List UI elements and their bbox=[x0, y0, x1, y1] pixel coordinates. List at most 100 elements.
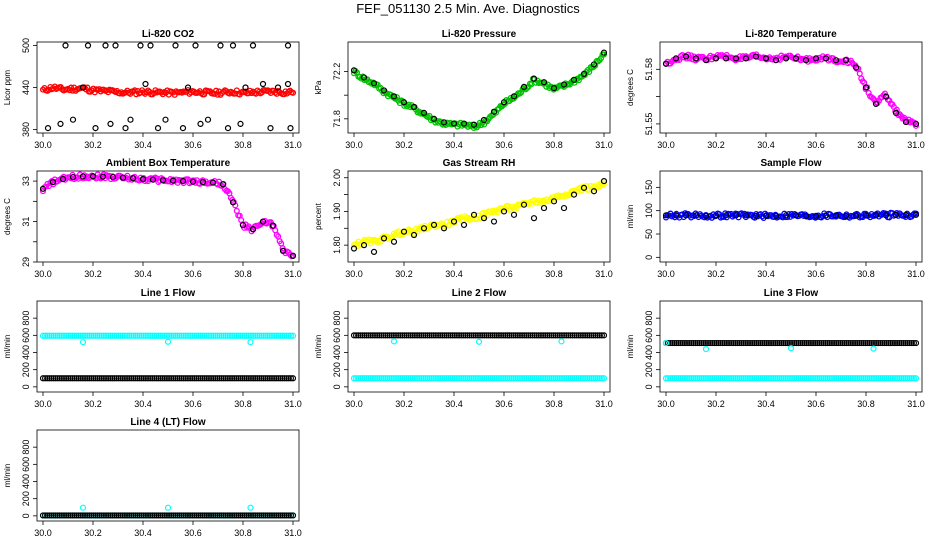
data-point bbox=[277, 375, 284, 382]
data-point bbox=[912, 120, 920, 128]
data-point bbox=[906, 375, 913, 382]
data-point bbox=[155, 512, 162, 519]
data-point bbox=[220, 512, 227, 519]
x-tick-label: 31.0 bbox=[595, 269, 613, 279]
data-point bbox=[289, 375, 297, 382]
data-point bbox=[782, 212, 790, 219]
data-point bbox=[239, 222, 247, 229]
data-point bbox=[161, 512, 168, 519]
data-point bbox=[119, 174, 127, 181]
data-point bbox=[481, 375, 488, 382]
data-point bbox=[910, 339, 917, 347]
x-tick-label: 30.4 bbox=[757, 140, 775, 150]
data-point bbox=[835, 375, 842, 382]
data-point bbox=[849, 339, 857, 347]
data-point bbox=[600, 180, 608, 187]
y-tick-label: 50 bbox=[644, 229, 654, 239]
data-point bbox=[847, 375, 854, 382]
data-point bbox=[588, 332, 595, 339]
data-point bbox=[717, 375, 724, 382]
data-point bbox=[130, 512, 137, 519]
data-point bbox=[702, 345, 710, 353]
plot-frame bbox=[347, 300, 611, 393]
data-point bbox=[782, 55, 790, 62]
data-point bbox=[275, 375, 282, 382]
data-point bbox=[79, 375, 87, 382]
data-point bbox=[702, 339, 710, 347]
data-point bbox=[770, 339, 777, 347]
data-point bbox=[530, 75, 538, 82]
data-point bbox=[683, 339, 691, 347]
data-point bbox=[390, 93, 398, 100]
x-tick-label: 30.6 bbox=[807, 269, 825, 279]
data-point bbox=[174, 332, 181, 339]
data-point bbox=[136, 512, 143, 519]
data-point bbox=[262, 332, 269, 339]
data-point bbox=[675, 375, 682, 382]
data-point bbox=[839, 375, 846, 382]
data-point bbox=[761, 339, 768, 347]
data-point bbox=[226, 512, 234, 519]
data-point bbox=[71, 332, 78, 339]
y-tick-label: 600 bbox=[332, 328, 342, 343]
data-point bbox=[281, 332, 288, 339]
data-point bbox=[384, 332, 391, 339]
data-point bbox=[205, 512, 213, 519]
data-point bbox=[563, 332, 570, 339]
data-point bbox=[805, 339, 812, 347]
data-point bbox=[98, 332, 105, 339]
data-point bbox=[258, 512, 265, 519]
data-point bbox=[224, 125, 232, 132]
data-point bbox=[264, 512, 271, 519]
data-point bbox=[712, 212, 720, 219]
data-point bbox=[539, 332, 547, 339]
data-point bbox=[77, 332, 84, 339]
data-point bbox=[199, 332, 206, 339]
data-point bbox=[126, 512, 133, 519]
data-point bbox=[481, 332, 488, 339]
data-point bbox=[830, 375, 838, 382]
data-point bbox=[195, 512, 202, 519]
data-point bbox=[58, 512, 66, 519]
data-point bbox=[395, 332, 402, 339]
data-point bbox=[365, 332, 372, 339]
data-point bbox=[803, 375, 810, 382]
data-point bbox=[906, 339, 913, 347]
data-point bbox=[212, 512, 219, 519]
data-point bbox=[801, 339, 808, 347]
data-point bbox=[241, 332, 248, 339]
data-point bbox=[237, 512, 244, 519]
data-point bbox=[711, 375, 718, 382]
data-point bbox=[793, 339, 800, 347]
chart-sample-flow: Sample Flow ml/min 0 50 100 150 30.0 30.2 30.4 30… bbox=[626, 158, 925, 279]
data-point bbox=[762, 55, 770, 62]
data-point bbox=[233, 375, 240, 382]
data-point bbox=[176, 512, 183, 519]
data-point bbox=[210, 375, 217, 382]
data-point bbox=[386, 375, 393, 382]
data-point bbox=[73, 512, 80, 519]
data-point bbox=[563, 375, 570, 382]
data-point bbox=[732, 339, 739, 347]
chart-title: Line 1 Flow bbox=[141, 288, 196, 299]
data-point bbox=[424, 375, 431, 382]
data-point bbox=[910, 375, 917, 382]
data-point bbox=[833, 375, 840, 382]
data-point bbox=[178, 512, 185, 519]
data-point bbox=[787, 345, 795, 352]
data-point bbox=[39, 512, 47, 519]
data-point bbox=[256, 375, 263, 382]
data-point bbox=[902, 211, 910, 218]
series-5-sec bbox=[39, 83, 297, 98]
data-point bbox=[728, 339, 735, 347]
data-point bbox=[598, 375, 605, 382]
data-point bbox=[497, 332, 505, 339]
data-point bbox=[872, 339, 880, 347]
data-point bbox=[719, 375, 726, 382]
data-point bbox=[540, 204, 548, 212]
data-point bbox=[893, 375, 901, 382]
data-point bbox=[201, 512, 208, 519]
data-point bbox=[500, 375, 507, 382]
data-point bbox=[241, 512, 248, 519]
data-point bbox=[58, 375, 66, 382]
